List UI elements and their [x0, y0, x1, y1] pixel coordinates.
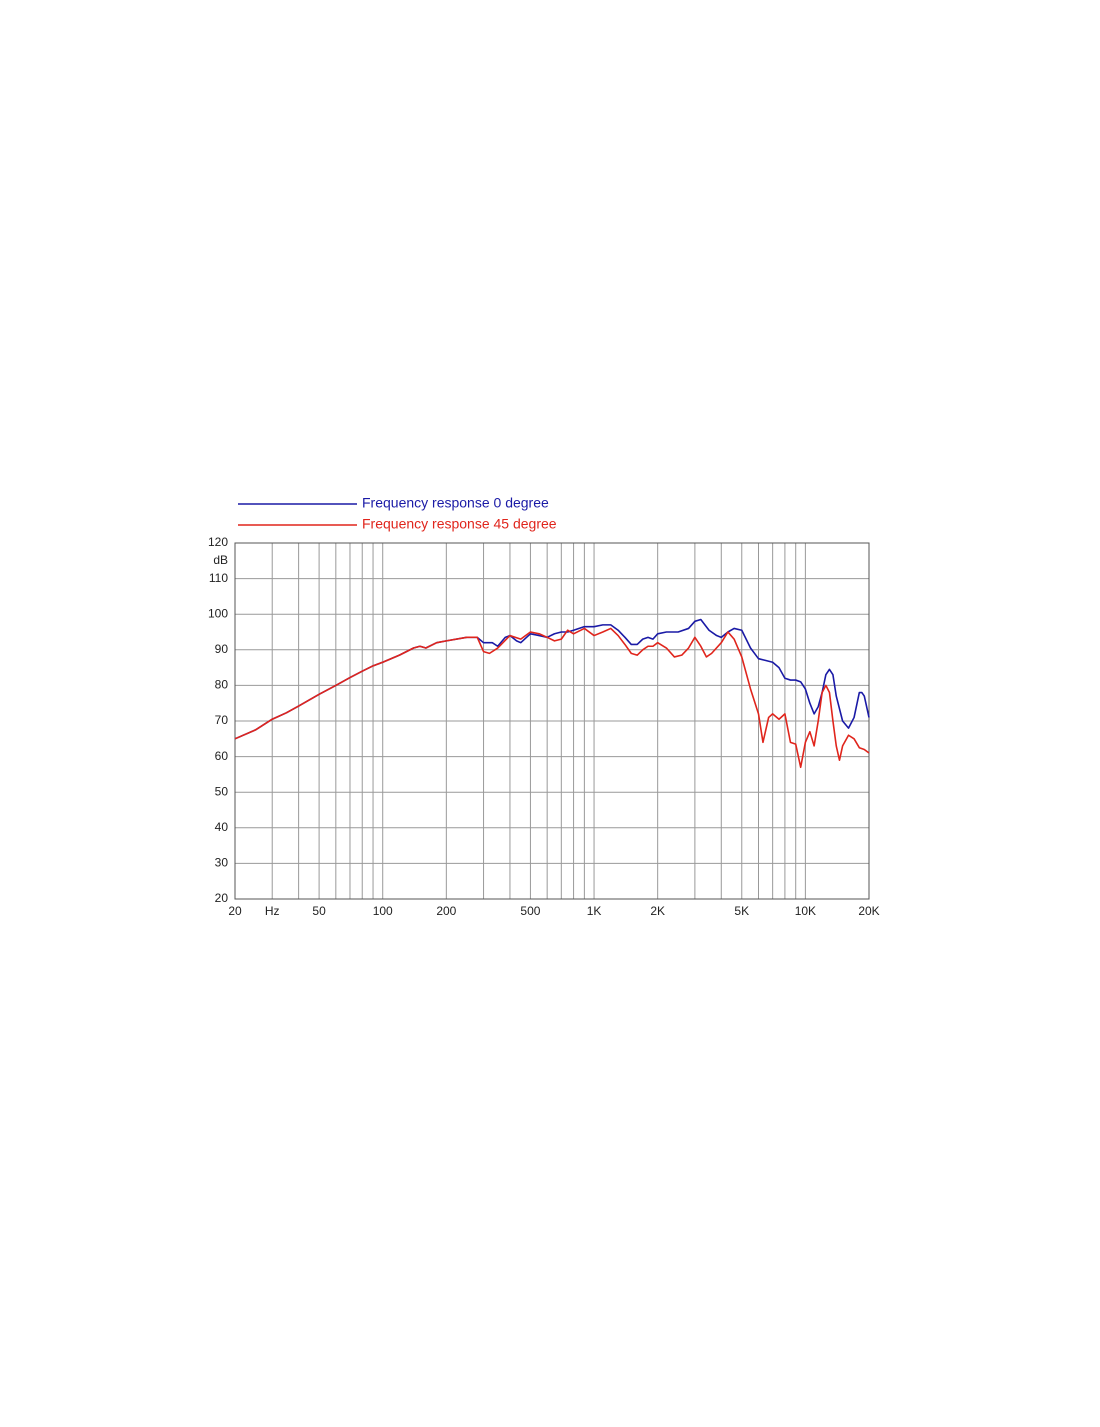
y-tick-label: 20: [215, 891, 229, 905]
x-tick-label: 1K: [587, 904, 602, 918]
y-tick-label: 50: [215, 784, 229, 798]
x-tick-label: 200: [436, 904, 456, 918]
y-tick-label: 100: [208, 606, 228, 620]
legend-label: Frequency response 0 degree: [362, 495, 549, 511]
y-tick-label: 80: [215, 678, 229, 692]
x-tick-label: 500: [520, 904, 540, 918]
series-line: [234, 627, 870, 769]
y-tick-label: 70: [215, 713, 229, 727]
x-tick-label: 5K: [734, 904, 749, 918]
x-tick-label: 20: [228, 904, 242, 918]
y-tick-label: 110: [209, 571, 228, 585]
x-tick-label: 2K: [650, 904, 665, 918]
legend-label: Frequency response 45 degree: [362, 516, 557, 532]
x-tick-label: 50: [312, 904, 326, 918]
y-tick-label: 30: [215, 856, 229, 870]
y-tick-label: 40: [215, 820, 229, 834]
y-axis-label: dB: [213, 553, 228, 567]
plot-frame: [234, 542, 870, 900]
x-tick-label: Hz: [265, 904, 280, 918]
y-tick-label: 60: [215, 749, 229, 763]
y-tick-label: 90: [215, 642, 229, 656]
x-tick-label: 20K: [858, 904, 879, 918]
y-tick-label: 120: [208, 535, 228, 549]
x-tick-label: 10K: [795, 904, 816, 918]
x-tick-label: 100: [373, 904, 393, 918]
